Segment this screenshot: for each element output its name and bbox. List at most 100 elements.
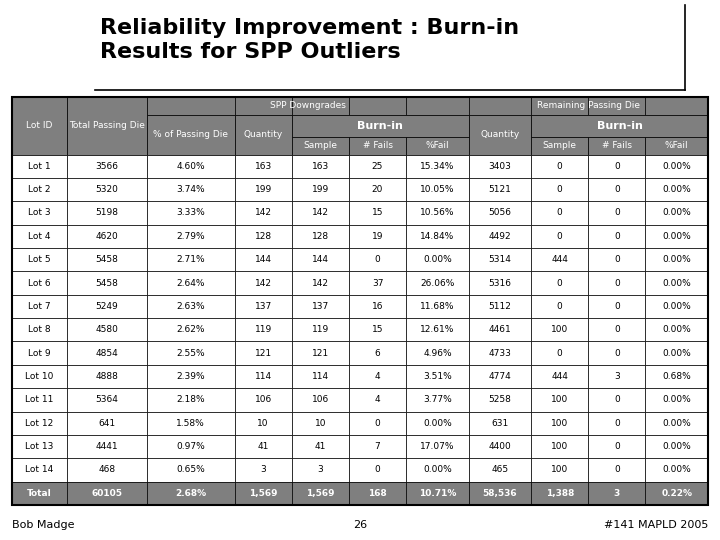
Text: 114: 114 [255,372,271,381]
Text: 0.00%: 0.00% [662,325,691,334]
Bar [349,341,406,365]
Bar [12,137,67,154]
Text: 0.00%: 0.00% [423,255,451,264]
Bar [531,178,588,201]
Bar [235,115,292,154]
Text: 5458: 5458 [96,279,118,287]
Text: 641: 641 [99,418,115,428]
Text: 0: 0 [374,255,380,264]
Text: 2.68%: 2.68% [175,489,207,498]
Bar [235,248,292,271]
Bar [349,248,406,271]
Text: Lot 11: Lot 11 [25,395,53,404]
Text: 2.63%: 2.63% [176,302,205,311]
Text: 0: 0 [557,349,562,357]
Text: 142: 142 [312,208,329,218]
Text: 3: 3 [318,465,323,475]
Text: 3566: 3566 [96,161,118,171]
Text: 4400: 4400 [488,442,511,451]
Bar [147,365,235,388]
Bar [67,154,147,178]
Text: 4888: 4888 [96,372,118,381]
Bar [531,137,588,154]
Text: 128: 128 [255,232,271,241]
Text: 5258: 5258 [488,395,511,404]
Text: 7: 7 [374,442,380,451]
Text: 4: 4 [374,372,380,381]
Text: 25: 25 [372,161,383,171]
Text: 3: 3 [614,372,620,381]
Text: 0: 0 [557,161,562,171]
Bar [292,365,349,388]
Bar [235,137,292,154]
Text: 121: 121 [312,349,329,357]
Bar [469,365,531,388]
Bar [469,178,531,201]
Bar [147,137,235,154]
Text: 5112: 5112 [488,302,511,311]
Bar [349,388,406,411]
Bar [406,411,469,435]
Bar [531,411,588,435]
Bar [406,137,469,154]
Bar [292,154,349,178]
Bar [12,154,67,178]
Text: 100: 100 [551,395,568,404]
Bar [147,178,235,201]
Bar [588,388,646,411]
Bar [469,341,531,365]
Text: 15: 15 [372,208,383,218]
Bar [67,97,147,154]
Text: 631: 631 [491,418,508,428]
Text: Lot 14: Lot 14 [25,465,53,475]
Text: 3.74%: 3.74% [176,185,205,194]
Bar [349,137,406,154]
Bar [12,225,67,248]
Bar [235,97,292,115]
Bar [67,435,147,458]
Bar [67,271,147,295]
Text: 5320: 5320 [96,185,118,194]
Bar [406,318,469,341]
Bar [292,388,349,411]
Bar [646,225,708,248]
Text: 4733: 4733 [488,349,511,357]
Text: 2.79%: 2.79% [176,232,205,241]
Text: Lot 2: Lot 2 [28,185,50,194]
Bar [12,115,67,137]
Bar [12,248,67,271]
Bar [292,115,469,137]
Text: 10.71%: 10.71% [419,489,456,498]
Bar [406,388,469,411]
Text: 0.00%: 0.00% [662,442,691,451]
Bar [292,411,349,435]
Text: Lot 5: Lot 5 [28,255,50,264]
Text: 2.55%: 2.55% [176,349,205,357]
Text: 444: 444 [552,255,568,264]
Text: Lot ID: Lot ID [26,122,53,130]
Text: 58,536: 58,536 [482,489,517,498]
Text: 5121: 5121 [488,185,511,194]
Text: 3.77%: 3.77% [423,395,451,404]
Text: 468: 468 [99,465,115,475]
Bar [646,365,708,388]
Bar [235,115,292,137]
Text: 465: 465 [491,465,508,475]
Text: 144: 144 [312,255,329,264]
Text: 2.71%: 2.71% [176,255,205,264]
Bar [292,137,349,154]
Text: Lot 1: Lot 1 [28,161,50,171]
Text: Remaining Passing Die: Remaining Passing Die [537,102,640,111]
Bar [292,341,349,365]
Bar [12,388,67,411]
Text: 3403: 3403 [488,161,511,171]
Text: 0: 0 [614,395,620,404]
Text: 0.00%: 0.00% [662,465,691,475]
Text: 11.68%: 11.68% [420,302,454,311]
Text: 0: 0 [614,185,620,194]
Bar [235,482,292,505]
Text: 4.60%: 4.60% [176,161,205,171]
Bar [469,137,531,154]
Text: 144: 144 [255,255,271,264]
Bar [147,295,235,318]
